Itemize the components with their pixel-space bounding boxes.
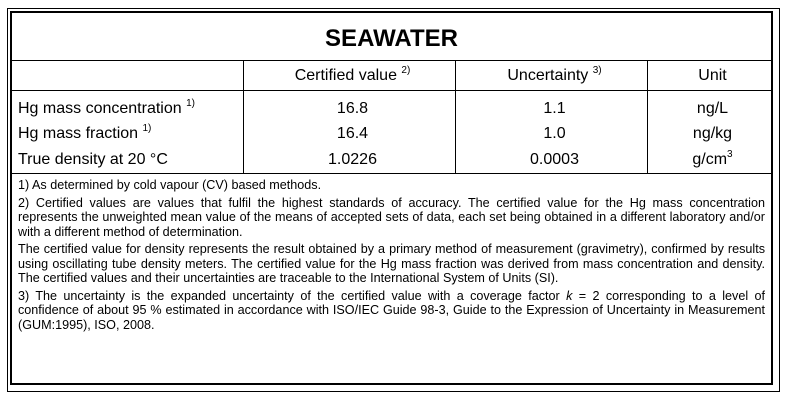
note: 1) As determined by cold vapour (CV) bas… bbox=[18, 178, 765, 193]
value-cell-text: ng/L bbox=[696, 99, 729, 117]
value-cell-text: 1.0226 bbox=[328, 150, 377, 168]
value-cell-text: 1.0 bbox=[543, 124, 566, 142]
note-text: The certified value for density represen… bbox=[18, 242, 765, 285]
header-cell: Uncertainty 3) bbox=[455, 61, 648, 91]
note: The certified value for density represen… bbox=[18, 242, 765, 286]
value-cell: 16.8 bbox=[243, 96, 456, 121]
data-row: Hg mass concentration 1) 16.8 1.1 ng/L bbox=[12, 96, 771, 121]
header-cell-text: Unit bbox=[698, 66, 727, 84]
footnote-ref: 2) bbox=[401, 64, 411, 76]
table: Certified value 2) Uncertainty 3) Unit Hg m… bbox=[12, 61, 771, 174]
notes: 1) As determined by cold vapour (CV) bas… bbox=[12, 174, 771, 332]
header-cell bbox=[12, 61, 244, 91]
header-cell: Certified value 2) bbox=[243, 61, 456, 91]
value-cell: ng/L bbox=[647, 96, 771, 121]
note: 2) Certified values are values that fulf… bbox=[18, 196, 765, 240]
data-row: True density at 20 °C 1.0226 0.0003 g/cm3 bbox=[12, 146, 771, 174]
value-cell: g/cm3 bbox=[647, 146, 771, 174]
header-cell: Unit bbox=[647, 61, 771, 91]
value-cell: 1.0226 bbox=[243, 146, 456, 174]
header-row: Certified value 2) Uncertainty 3) Unit bbox=[12, 61, 771, 91]
note: 3) The uncertainty is the expanded uncer… bbox=[18, 289, 765, 333]
header-cell-text: Uncertainty bbox=[507, 66, 593, 84]
title: SEAWATER bbox=[12, 13, 771, 61]
value-cell-text: 1.1 bbox=[543, 99, 566, 117]
footnote-ref: 1) bbox=[142, 122, 152, 134]
value-cell-text: 16.8 bbox=[336, 99, 369, 117]
footnote-ref: 3) bbox=[592, 64, 602, 76]
spacer-cell bbox=[243, 90, 456, 96]
spacer-cell bbox=[647, 90, 771, 96]
value-cell-text: 0.0003 bbox=[530, 150, 579, 168]
frame-inner: SEAWATER Certified value 2) Uncertainty 3… bbox=[10, 11, 773, 385]
value-cell: 16.4 bbox=[243, 121, 456, 146]
note-text: 1) As determined by cold vapour (CV) bas… bbox=[18, 178, 322, 192]
value-cell-text: 16.4 bbox=[336, 124, 369, 142]
spacer-cell bbox=[455, 90, 648, 96]
spacer bbox=[12, 90, 771, 96]
data-row: Hg mass fraction 1) 16.4 1.0 ng/kg bbox=[12, 121, 771, 146]
value-cell: 1.0 bbox=[455, 121, 648, 146]
value-cell: 1.1 bbox=[455, 96, 648, 121]
footnote-ref: 3 bbox=[727, 148, 733, 160]
value-cell-text: ng/kg bbox=[692, 124, 733, 142]
frame: SEAWATER Certified value 2) Uncertainty 3… bbox=[7, 8, 780, 392]
row-label: Hg mass concentration 1) bbox=[12, 96, 244, 121]
row-label: True density at 20 °C bbox=[12, 146, 244, 174]
value-cell: 0.0003 bbox=[455, 146, 648, 174]
header-cell-text: Certified value bbox=[294, 66, 402, 84]
row-label-text: Hg mass concentration bbox=[18, 99, 187, 117]
note-italic: k bbox=[566, 288, 573, 303]
note-text: = 2 corresponding to a level of confiden… bbox=[18, 288, 765, 332]
value-cell-text: g/cm bbox=[692, 150, 728, 168]
row-label-text: True density at 20 °C bbox=[18, 150, 168, 168]
row-label: Hg mass fraction 1) bbox=[12, 121, 244, 146]
note-text: 2) Certified values are values that fulf… bbox=[18, 195, 765, 239]
row-label-text: Hg mass fraction bbox=[18, 124, 143, 142]
value-cell: ng/kg bbox=[647, 121, 771, 146]
note-text: 3) The uncertainty is the expanded uncer… bbox=[18, 288, 567, 303]
footnote-ref: 1) bbox=[186, 97, 195, 109]
